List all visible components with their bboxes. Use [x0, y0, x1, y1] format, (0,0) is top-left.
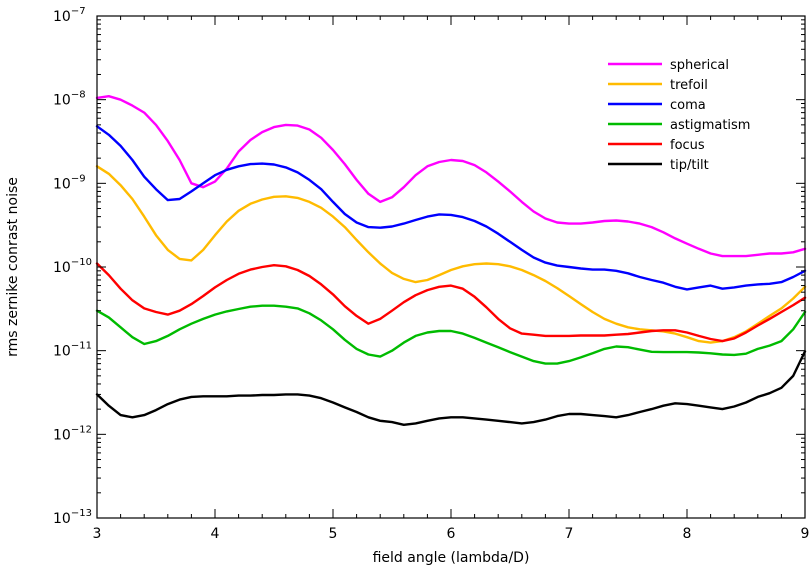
- legend-label: tip/tilt: [670, 158, 709, 173]
- y-axis-title: rms zernike conrast noise: [5, 177, 21, 357]
- y-tick-label: 10−11: [53, 341, 92, 360]
- y-tick-label: 10−10: [53, 257, 92, 276]
- series-line-trefoil: [95, 165, 807, 344]
- series-layer: [95, 94, 807, 426]
- x-tick-label: 8: [683, 526, 692, 542]
- axes-layer: 3 4 5 6 7 8 9 10−13 10−12 10−11 10−10 10−9 10−8 10−7: [53, 6, 809, 542]
- legend-label: astigmatism: [670, 118, 750, 133]
- legend-label: trefoil: [670, 78, 708, 93]
- x-tick-label: 4: [211, 526, 220, 542]
- series-line-focus: [95, 262, 807, 343]
- x-tick-label: 9: [801, 526, 809, 542]
- y-tick-label: 10−7: [53, 6, 86, 25]
- legend-label: focus: [670, 138, 705, 153]
- series-line-astigmatism: [95, 304, 807, 365]
- x-tick-label: 7: [565, 526, 574, 542]
- x-tick-label: 6: [447, 526, 456, 542]
- legend: spherical trefoil coma astigmatism focus tip/…: [608, 58, 750, 173]
- series-line-tip-tilt: [95, 350, 807, 426]
- series-line-coma: [95, 125, 807, 291]
- x-tick-label: 5: [329, 526, 338, 542]
- x-tick-label: 3: [93, 526, 102, 542]
- y-tick-label: 10−12: [53, 424, 92, 443]
- series-line-spherical: [95, 94, 807, 258]
- y-tick-label: 10−13: [53, 508, 92, 527]
- y-tick-label: 10−9: [53, 173, 86, 192]
- y-tick-label: 10−8: [53, 90, 86, 109]
- legend-label: spherical: [670, 58, 729, 73]
- x-axis-title: field angle (lambda/D): [373, 550, 530, 566]
- legend-label: coma: [670, 98, 706, 113]
